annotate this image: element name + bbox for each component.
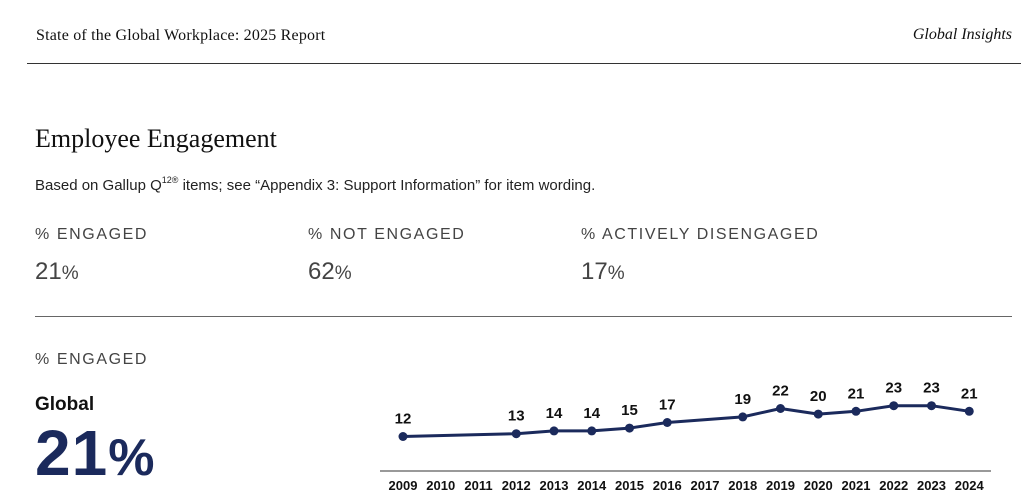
stat-actively-disengaged: % ACTIVELY DISENGAGED 17% [581,226,819,286]
data-label: 19 [734,391,751,408]
stat-number: 62 [308,258,335,285]
region-number: 21 [35,417,109,489]
x-tick-label: 2014 [577,478,607,493]
data-point [625,423,634,433]
series-line [402,404,970,438]
region-label: Global [35,394,95,415]
stat-label: % ENGAGED [35,226,149,243]
report-title: State of the Global Workplace: 2025 Repo… [36,27,326,44]
data-point [813,409,823,419]
x-tick-label: 2020 [804,478,833,493]
data-point [964,406,974,416]
x-tick-label: 2023 [917,478,946,493]
section-subtitle: Based on Gallup Q12® items; see “Appendi… [35,175,596,194]
data-point [738,412,748,422]
data-point [776,404,785,413]
stat-label: % NOT ENGAGED [308,226,466,243]
x-tick-label: 2009 [389,478,418,493]
data-label: 23 [923,380,940,397]
subtitle-superscript: 12® [161,175,179,185]
report-header: State of the Global Workplace: 2025 Repo… [27,0,1021,64]
x-tick-label: 2011 [464,478,492,493]
data-label: 22 [772,383,789,400]
data-label: 13 [508,408,525,425]
data-label: 23 [885,380,902,397]
stat-value: 17% [581,258,819,286]
data-point [587,426,597,436]
data-label: 21 [961,385,978,402]
region-value: 21% [35,416,155,490]
subtitle-prefix: Based on Gallup Q [35,177,162,194]
region-unit: % [108,429,156,487]
data-label: 12 [395,411,412,428]
stat-engaged: % ENGAGED 21% [35,226,148,286]
x-tick-label: 2013 [540,478,569,493]
stat-label: % ACTIVELY DISENGAGED [581,226,820,243]
x-tick-label: 2017 [691,478,720,493]
data-label: 14 [546,405,563,422]
data-point [549,426,559,436]
data-point [851,406,861,416]
data-point [398,432,408,441]
stat-unit: % [61,263,79,284]
data-label: 14 [583,405,600,422]
data-label: 15 [621,402,638,419]
x-tick-label: 2018 [728,478,757,493]
stat-value: 62% [308,258,465,286]
stat-unit: % [607,263,625,284]
x-tick-label: 2012 [502,478,531,493]
subtitle-suffix: items; see “Appendix 3: Support Informat… [178,177,596,194]
data-label: 21 [848,385,865,402]
stat-number: 17 [581,258,608,285]
brand-label: Global Insights [912,26,1012,43]
data-point [889,401,899,411]
section-divider [35,316,1012,317]
data-point [662,418,672,427]
stat-unit: % [334,263,352,284]
data-point [927,401,936,411]
data-label: 20 [810,388,827,405]
stat-value: 21% [35,258,148,286]
x-tick-label: 2015 [615,478,644,493]
x-tick-label: 2019 [766,478,795,493]
section-title: Employee Engagement [35,124,277,153]
x-tick-label: 2016 [653,478,682,493]
data-point [511,429,521,439]
x-tick-label: 2024 [955,478,985,493]
trend-label: % ENGAGED [35,351,149,368]
x-tick-label: 2021 [842,478,871,493]
stat-number: 21 [35,258,62,285]
x-tick-label: 2010 [426,478,455,493]
x-tick-label: 2022 [879,478,908,493]
data-label: 17 [659,397,676,414]
stat-not-engaged: % NOT ENGAGED 62% [308,226,465,286]
